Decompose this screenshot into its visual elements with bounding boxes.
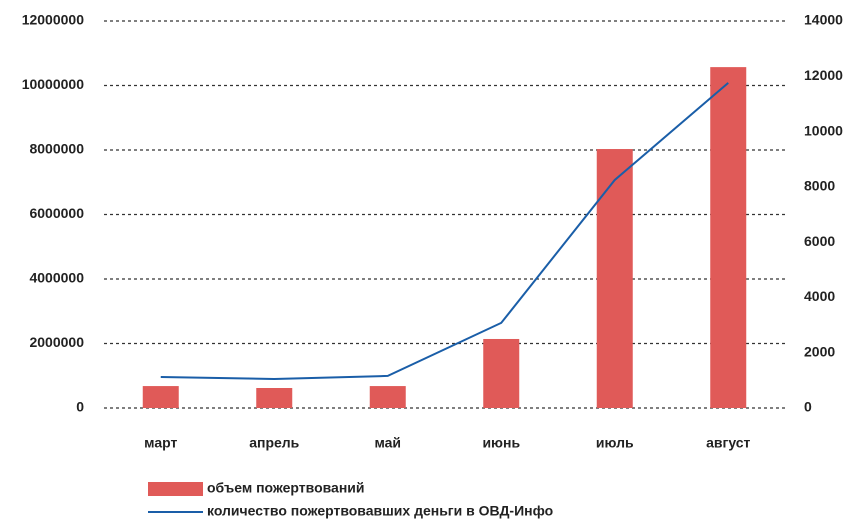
y-tick-label: 6000000 — [29, 205, 84, 221]
y-tick-label: 2000000 — [29, 334, 84, 350]
x-tick-label: июль — [596, 435, 634, 451]
legend-swatch — [148, 482, 203, 496]
bar — [369, 386, 406, 408]
y2-tick-label: 6000 — [804, 233, 835, 249]
y2-tick-label: 10000 — [804, 122, 843, 138]
legend-label: объем пожертвований — [207, 480, 365, 496]
y-tick-label: 4000000 — [29, 270, 84, 286]
x-tick-label: апрель — [249, 435, 299, 451]
bar — [483, 338, 520, 408]
y2-tick-label: 2000 — [804, 343, 835, 359]
y-tick-label: 12000000 — [22, 12, 85, 28]
y2-tick-label: 14000 — [804, 12, 843, 28]
y2-tick-label: 4000 — [804, 288, 835, 304]
y2-tick-label: 12000 — [804, 67, 843, 83]
y2-tick-label: 8000 — [804, 178, 835, 194]
x-tick-label: март — [144, 435, 177, 451]
bar — [142, 386, 179, 408]
x-tick-label: май — [374, 435, 401, 451]
y-tick-label: 0 — [76, 399, 84, 415]
y-tick-label: 10000000 — [22, 76, 85, 92]
bar — [256, 388, 293, 408]
y-tick-label: 8000000 — [29, 141, 84, 157]
x-tick-label: август — [706, 435, 750, 451]
bar — [596, 149, 633, 408]
legend-label: количество пожертвовавших деньги в ОВД-И… — [207, 503, 553, 519]
bar — [710, 67, 747, 409]
x-tick-label: июнь — [482, 435, 520, 451]
line — [160, 82, 729, 380]
y2-tick-label: 0 — [804, 399, 812, 415]
